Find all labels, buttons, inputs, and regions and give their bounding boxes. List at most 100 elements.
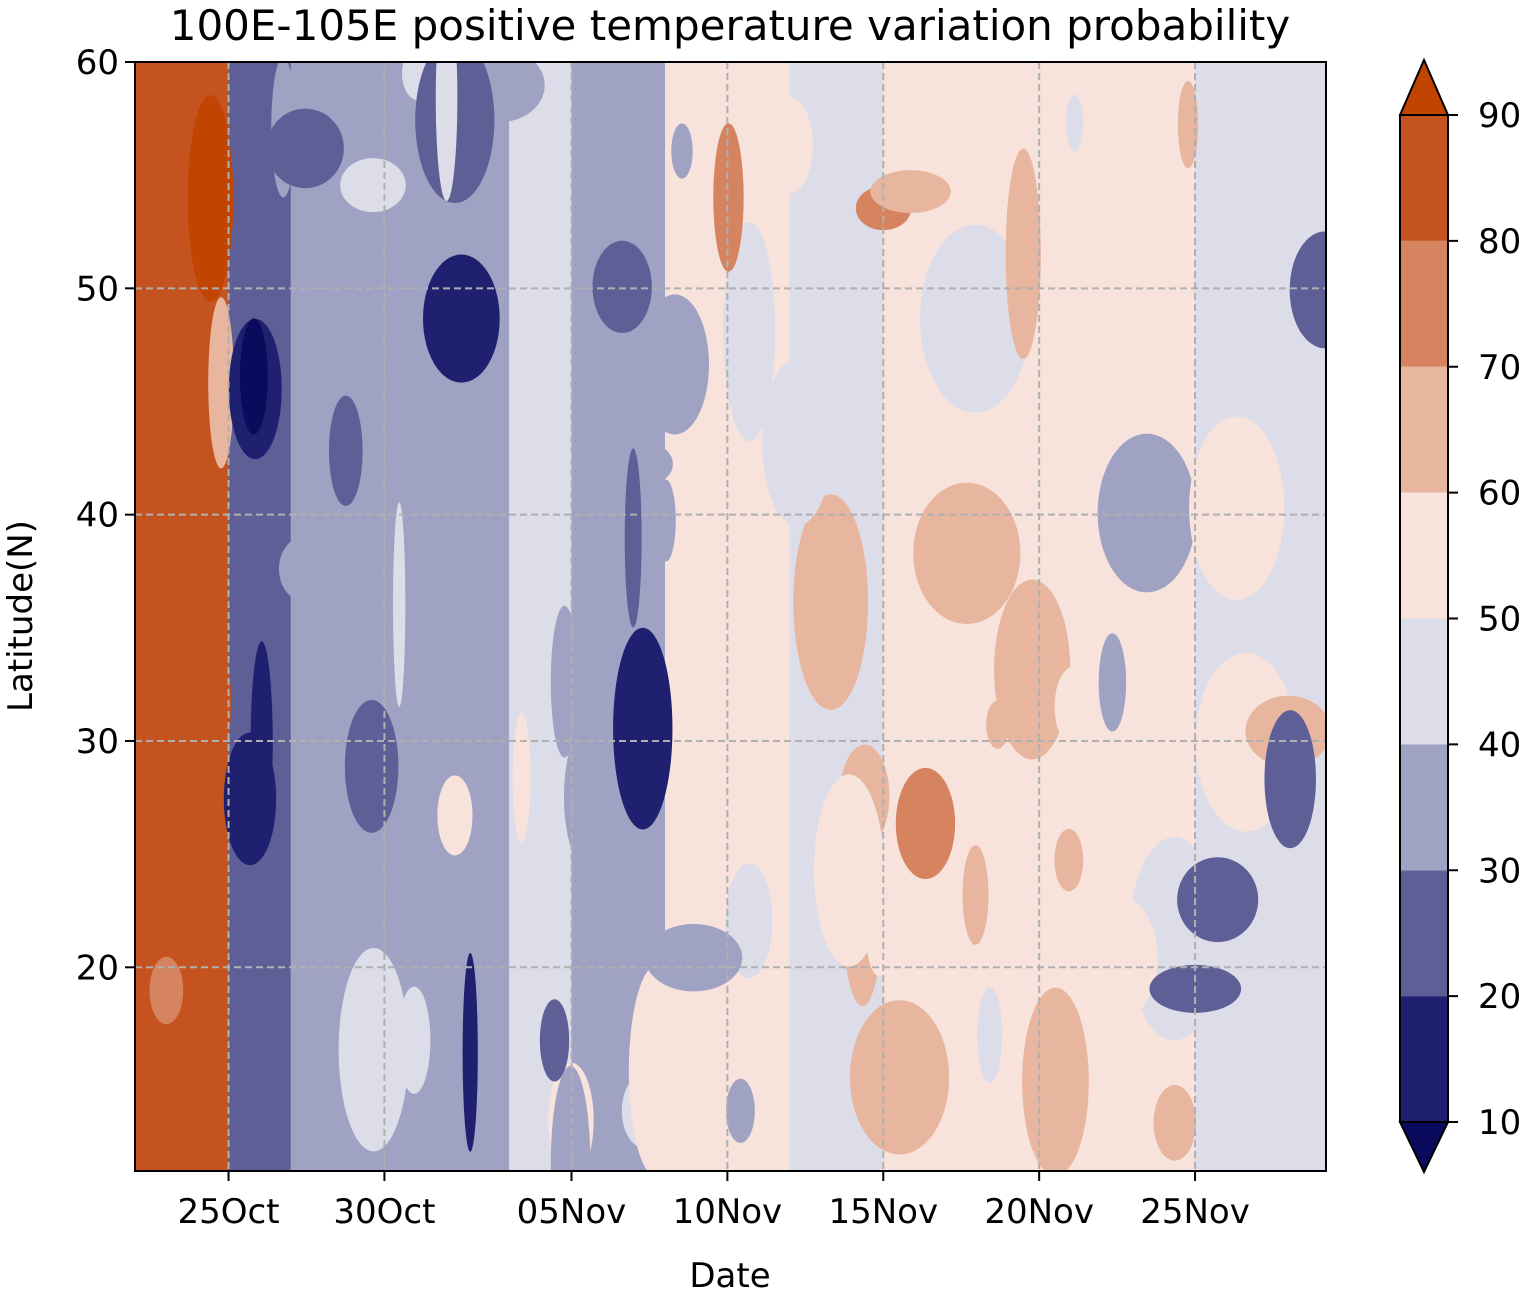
contour-patch — [340, 158, 406, 213]
contour-patch — [726, 1078, 755, 1143]
contour-patch — [1054, 666, 1094, 747]
colorbar-tick-label: 50 — [1478, 600, 1521, 640]
contour-patch — [640, 294, 709, 435]
colorbar-tick-label: 60 — [1478, 474, 1521, 514]
contour-patch — [239, 318, 268, 435]
contour-patch — [1177, 81, 1199, 169]
x-tick-label: 20Nov — [984, 1192, 1094, 1232]
x-axis-label: Date — [689, 1256, 770, 1290]
value-band — [228, 62, 291, 1171]
contour-patch — [159, 600, 232, 805]
contour-patch — [278, 536, 330, 602]
plot-frame — [134, 61, 1327, 1172]
contour-patch — [1022, 987, 1089, 1171]
contour-patch — [962, 845, 989, 945]
y-tick-label: 30 — [76, 722, 119, 762]
contour-patch — [994, 579, 1071, 760]
colorbar-tick-label: 40 — [1478, 725, 1521, 765]
contour-patch — [423, 254, 500, 383]
y-tick-label: 20 — [76, 948, 119, 988]
contour-patch — [1153, 1085, 1196, 1161]
colorbar-segment — [1400, 492, 1448, 619]
contour-patch — [723, 222, 776, 442]
colorbar-segment — [1400, 744, 1448, 871]
contour-patch — [1289, 231, 1326, 349]
contour-patch — [435, 62, 458, 201]
x-tick-label: 25Nov — [1140, 1192, 1250, 1232]
contour-patch — [866, 893, 892, 977]
colorbar-segment — [1400, 115, 1448, 241]
contour-patch — [228, 251, 281, 301]
y-tick-label: 60 — [76, 43, 119, 83]
contour-patch — [671, 123, 693, 179]
contour-patch — [613, 627, 673, 830]
colorbar-tick-label: 20 — [1478, 977, 1521, 1017]
x-tick-label: 05Nov — [517, 1192, 627, 1232]
contour-patch — [393, 502, 406, 707]
contour-patch — [870, 170, 951, 214]
contour-patch — [655, 479, 676, 562]
contour-patch — [135, 827, 197, 965]
contour-patch — [628, 964, 686, 1171]
contour-patch — [514, 828, 546, 905]
y-axis-label: Latitude(N) — [1, 520, 41, 712]
contour-patch — [913, 482, 1021, 625]
contour-patch — [762, 358, 833, 526]
colorbar-tick-label: 80 — [1478, 222, 1521, 262]
contour-patch — [1264, 710, 1316, 849]
contour-patch — [592, 240, 652, 334]
colorbar-segment — [1400, 870, 1448, 997]
contour-patch — [986, 700, 1010, 749]
contour-patch — [713, 123, 744, 272]
colorbar-segment — [1400, 996, 1448, 1122]
contour-patch — [563, 726, 611, 868]
plot-area — [135, 62, 1326, 1171]
contour-patch — [462, 952, 478, 1152]
contour-patch — [1204, 252, 1276, 316]
colorbar-segment — [1400, 366, 1448, 493]
contour-patch — [611, 441, 673, 487]
y-tick-label: 40 — [76, 496, 119, 536]
contour-patch — [1250, 170, 1269, 225]
contour-patch — [645, 923, 743, 992]
contour-patch — [793, 494, 869, 710]
contour-patch — [977, 987, 1003, 1083]
x-tick-label: 25Oct — [178, 1192, 280, 1232]
colorbar-extend-max — [1398, 57, 1450, 116]
contour-patch — [512, 712, 531, 843]
contour-patch — [338, 947, 409, 1152]
contour-patch — [624, 448, 642, 628]
contour-patch — [550, 605, 579, 758]
x-tick-label: 15Nov — [828, 1192, 938, 1232]
colorbar: 10 20 30 40 50 60 70 80 90 — [1398, 57, 1521, 1175]
contour-patch — [397, 986, 431, 1094]
contour-patch — [1177, 857, 1259, 943]
colorbar-tick-label: 90 — [1478, 96, 1521, 136]
contour-patch — [328, 395, 363, 507]
y-tick-label: 50 — [76, 269, 119, 309]
chart-title: 100E-105E positive temperature variation… — [170, 1, 1291, 50]
colorbar-segment — [1400, 240, 1448, 367]
colorbar-tick-label: 30 — [1478, 851, 1521, 891]
contour-patch — [813, 774, 884, 967]
contour-patch — [266, 108, 344, 189]
contour-patch — [1005, 148, 1041, 360]
colorbar-tick-label: 70 — [1478, 348, 1521, 388]
contour-patch — [344, 699, 399, 833]
contour-patch — [539, 999, 570, 1082]
contour-patch — [764, 97, 814, 194]
x-tick-label: 10Nov — [673, 1192, 783, 1232]
contour-patch — [437, 775, 473, 856]
contour-patch — [920, 224, 1031, 413]
contour-patch — [1066, 892, 1158, 1025]
contour-patch — [1054, 828, 1084, 892]
contour-patch — [1189, 416, 1285, 600]
colorbar-extend-min — [1398, 1121, 1450, 1175]
contour-patch — [149, 956, 184, 1025]
contour-patch — [250, 641, 273, 845]
colorbar-segment — [1400, 618, 1448, 745]
contour-patch — [1066, 94, 1083, 152]
contour-patch — [1097, 433, 1197, 593]
contour-patch — [1098, 633, 1127, 732]
